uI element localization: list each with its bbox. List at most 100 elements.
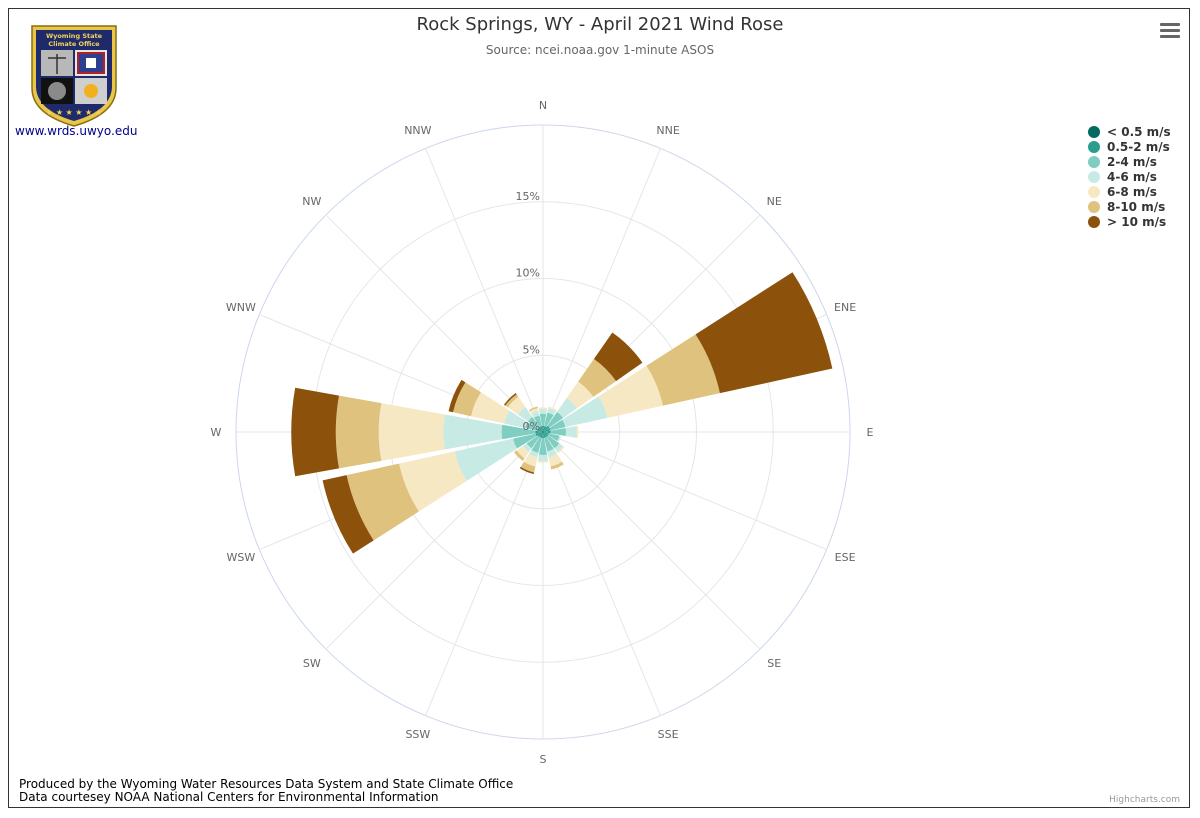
bar-segment-wsw-2[interactable]	[513, 433, 537, 449]
bar-segment-se-2[interactable]	[546, 435, 560, 449]
bar-segment-ssw-1[interactable]	[539, 433, 543, 438]
bar-segment-e-1[interactable]	[544, 430, 551, 434]
bar-segment-w-3[interactable]	[443, 414, 503, 450]
bar-segment-wnw-0[interactable]	[541, 431, 543, 432]
bar-segment-s-2[interactable]	[538, 438, 548, 456]
bar-segment-nnw-0[interactable]	[542, 430, 543, 432]
bar-segment-s-1[interactable]	[541, 433, 545, 439]
bar-segment-nw-0[interactable]	[541, 430, 543, 432]
bar-segment-ne-6[interactable]	[593, 332, 643, 382]
bar-segment-nnw-4[interactable]	[529, 408, 539, 414]
bar-segment-ne-4[interactable]	[566, 381, 594, 409]
bar-segment-e-0[interactable]	[543, 431, 545, 433]
bar-segment-se-4[interactable]	[557, 446, 565, 454]
bar-segment-nne-0[interactable]	[543, 430, 544, 432]
legend-item-6[interactable]: > 10 m/s	[1088, 214, 1171, 229]
bar-segment-nnw-1[interactable]	[539, 426, 543, 431]
bar-segment-ssw-2[interactable]	[531, 437, 542, 453]
bar-segment-sw-0[interactable]	[541, 432, 543, 434]
bar-segment-w-0[interactable]	[541, 431, 543, 433]
bar-segment-ese-0[interactable]	[543, 432, 545, 433]
bar-segment-e-3[interactable]	[565, 426, 577, 438]
bar-segment-ene-0[interactable]	[543, 431, 545, 432]
bar-segment-ene-4[interactable]	[598, 365, 663, 418]
bar-segment-ese-2[interactable]	[548, 433, 560, 442]
bar-segment-ene-1[interactable]	[544, 427, 551, 432]
bar-segment-wsw-1[interactable]	[535, 432, 542, 437]
bar-segment-sw-1[interactable]	[537, 432, 543, 438]
bar-segment-wsw-6[interactable]	[322, 475, 374, 554]
bar-segment-sse-0[interactable]	[543, 432, 544, 434]
bar-segment-nne-4[interactable]	[548, 406, 558, 412]
bar-segment-nw-6[interactable]	[503, 392, 517, 406]
bar-segment-ne-3[interactable]	[557, 397, 578, 418]
bar-segment-sse-4[interactable]	[548, 453, 563, 467]
bar-segment-sw-3[interactable]	[522, 443, 532, 453]
bar-segment-ene-3[interactable]	[562, 396, 608, 428]
bar-segment-ne-2[interactable]	[547, 411, 564, 428]
bar-segment-nw-1[interactable]	[537, 426, 543, 432]
bar-segment-wnw-5[interactable]	[453, 382, 481, 417]
bar-segment-se-1[interactable]	[543, 432, 549, 438]
bar-segment-e-2[interactable]	[550, 427, 567, 437]
bar-segment-wnw-6[interactable]	[448, 379, 466, 413]
bar-segment-ne-5[interactable]	[578, 358, 617, 397]
legend-item-2[interactable]: 2-4 m/s	[1088, 154, 1171, 169]
bar-segment-nne-2[interactable]	[544, 412, 554, 427]
bar-segment-nnw-5[interactable]	[528, 406, 538, 412]
legend-item-1[interactable]: 0.5-2 m/s	[1088, 139, 1171, 154]
bar-segment-ne-0[interactable]	[543, 430, 545, 432]
bar-segment-w-6[interactable]	[291, 387, 340, 477]
bar-segment-sw-4[interactable]	[516, 446, 529, 459]
bar-segment-ssw-4[interactable]	[523, 453, 538, 467]
legend-item-3[interactable]: 4-6 m/s	[1088, 169, 1171, 184]
bar-segment-sse-2[interactable]	[544, 437, 554, 452]
bar-segment-n-0[interactable]	[542, 430, 544, 432]
legend-item-5[interactable]: 8-10 m/s	[1088, 199, 1171, 214]
bar-segment-w-1[interactable]	[535, 430, 542, 434]
bar-segment-wsw-0[interactable]	[541, 432, 543, 433]
bar-segment-sse-3[interactable]	[547, 448, 558, 458]
legend-item-0[interactable]: < 0.5 m/s	[1088, 124, 1171, 139]
bar-segment-ese-1[interactable]	[544, 432, 549, 436]
bar-segment-wnw-2[interactable]	[525, 422, 538, 431]
bar-segment-ssw-3[interactable]	[528, 450, 539, 458]
bar-segment-nw-3[interactable]	[517, 406, 533, 422]
bar-segment-sw-2[interactable]	[526, 435, 540, 449]
bar-segment-ssw-6[interactable]	[519, 466, 535, 474]
bar-segment-nnw-2[interactable]	[533, 415, 542, 427]
bar-segment-se-3[interactable]	[554, 443, 564, 453]
bar-segment-sse-1[interactable]	[543, 433, 547, 438]
bar-segment-e-4[interactable]	[576, 425, 579, 439]
bar-segment-wsw-4[interactable]	[399, 451, 467, 512]
legend-item-4[interactable]: 6-8 m/s	[1088, 184, 1171, 199]
bar-segment-n-2[interactable]	[539, 413, 547, 426]
bar-segment-nne-3[interactable]	[547, 408, 557, 416]
bar-segment-w-4[interactable]	[378, 403, 445, 461]
bar-segment-w-2[interactable]	[501, 424, 536, 440]
bar-segment-ssw-5[interactable]	[520, 461, 536, 473]
bar-segment-w-5[interactable]	[335, 395, 382, 469]
bar-segment-nnw-3[interactable]	[531, 411, 540, 418]
bar-segment-wnw-3[interactable]	[504, 410, 528, 429]
bar-segment-n-3[interactable]	[538, 408, 548, 414]
bar-segment-ssw-0[interactable]	[542, 432, 543, 434]
bar-segment-se-0[interactable]	[543, 432, 545, 434]
bar-segment-wnw-4[interactable]	[471, 392, 510, 424]
chart-menu-button[interactable]	[1158, 20, 1182, 40]
bar-segment-s-3[interactable]	[537, 454, 549, 462]
bar-segment-wsw-3[interactable]	[454, 438, 518, 481]
bar-segment-sse-5[interactable]	[550, 461, 564, 470]
bar-segment-wnw-1[interactable]	[537, 428, 542, 432]
bar-segment-wsw-5[interactable]	[346, 463, 419, 541]
bar-segment-nw-5[interactable]	[505, 394, 519, 408]
website-link[interactable]: www.wrds.uwyo.edu	[15, 124, 138, 138]
bar-segment-s-0[interactable]	[542, 432, 544, 434]
bar-segment-nw-2[interactable]	[527, 416, 540, 429]
bar-segment-ese-3[interactable]	[557, 435, 561, 442]
bar-segment-ene-2[interactable]	[549, 419, 566, 431]
bar-segment-n-4[interactable]	[538, 407, 548, 410]
bar-segment-nw-4[interactable]	[507, 396, 526, 415]
bar-segment-nne-1[interactable]	[543, 426, 547, 431]
bar-segment-sw-5[interactable]	[514, 450, 525, 461]
